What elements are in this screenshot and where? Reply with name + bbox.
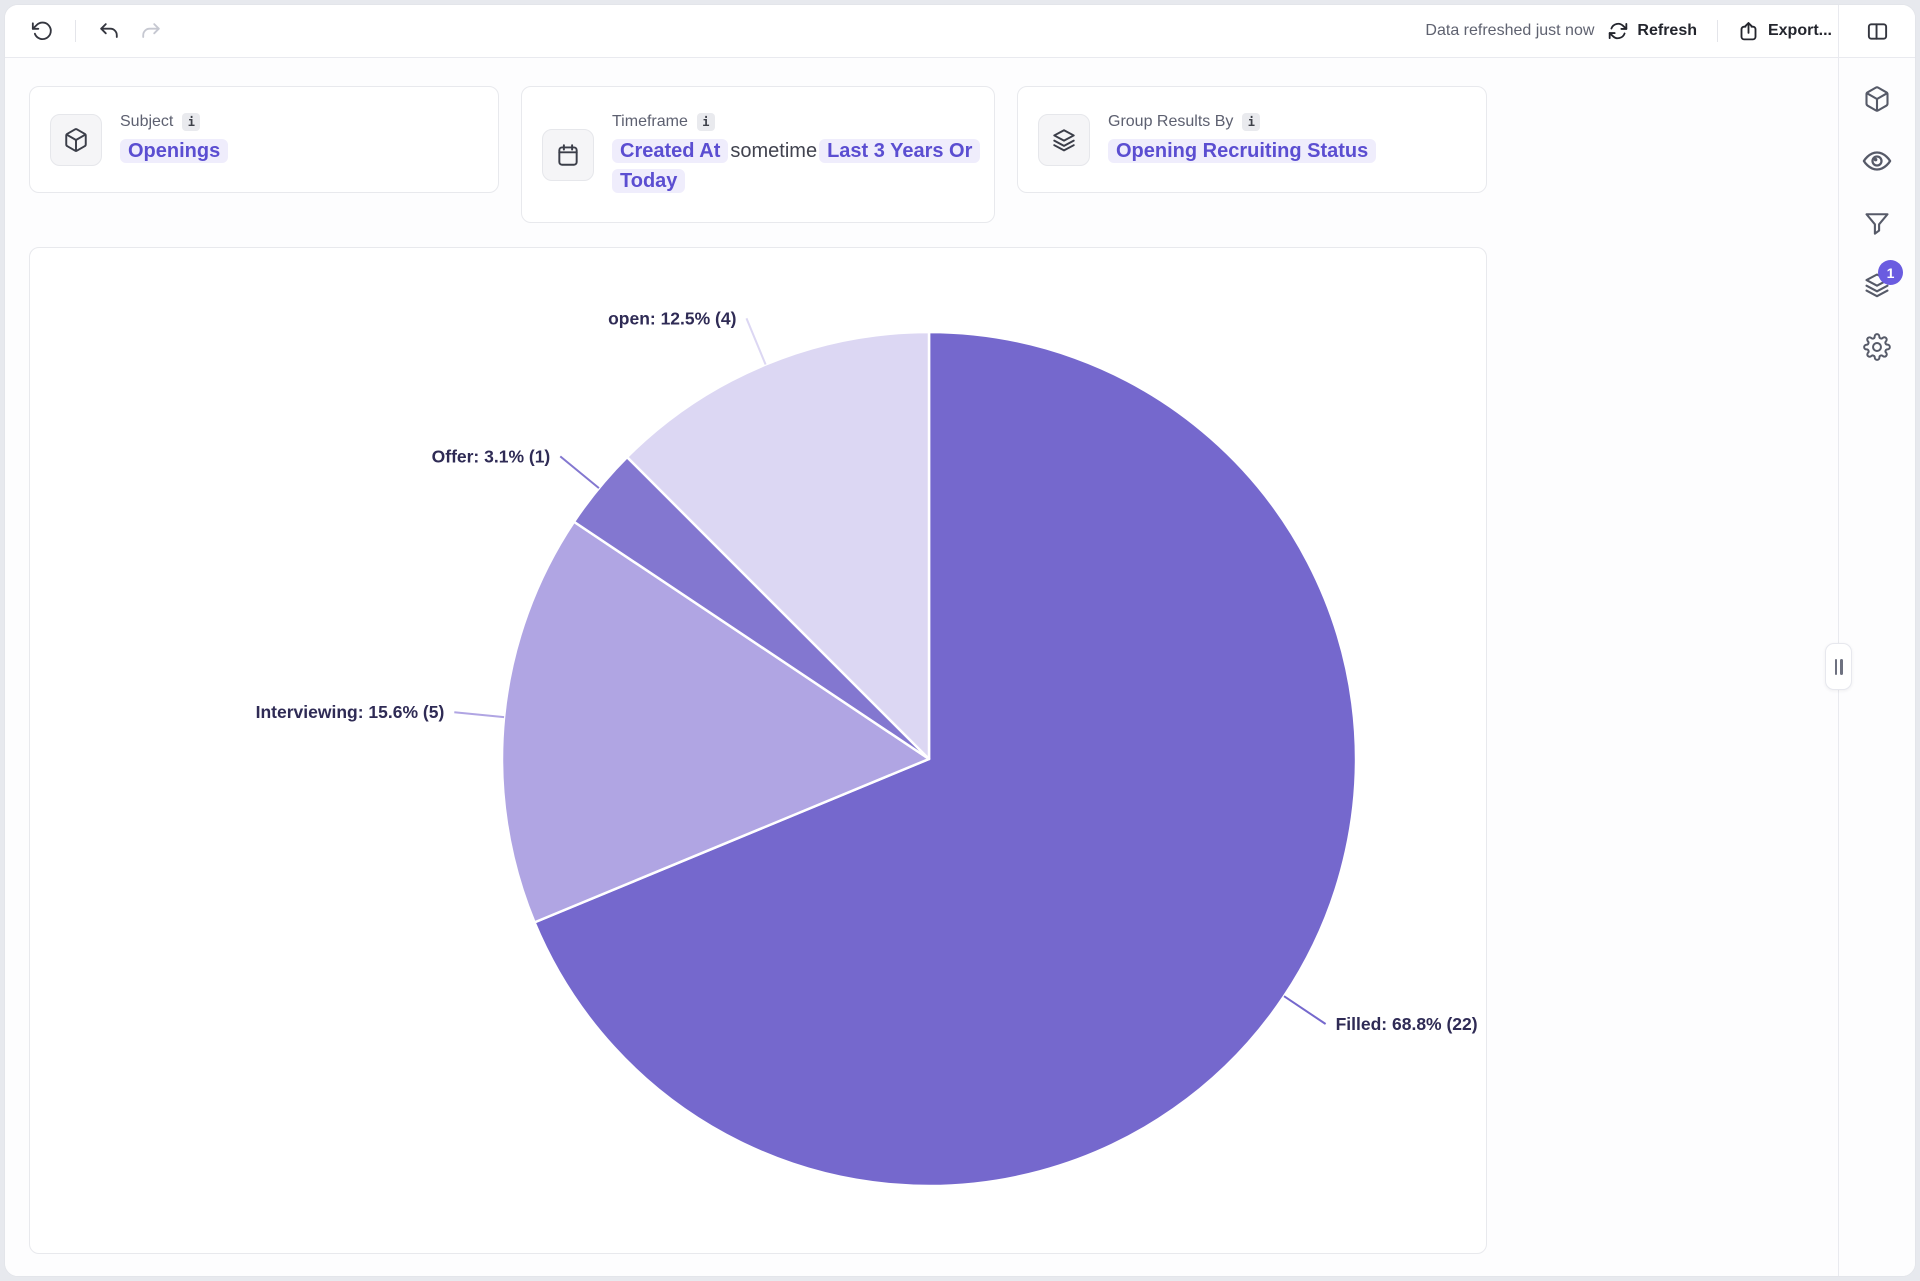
toolbar-divider xyxy=(75,20,76,42)
pie-label-connector xyxy=(559,455,600,489)
timeframe-connector: sometime xyxy=(730,140,818,162)
group-by-card[interactable]: Group Results By i Opening Recruiting St… xyxy=(1017,86,1487,193)
pie-label-interviewing: Interviewing: 15.6% (5) xyxy=(256,702,445,722)
subject-value[interactable]: Openings xyxy=(120,136,229,166)
pie-label-connector xyxy=(1283,995,1327,1025)
group-by-label: Group Results By xyxy=(1108,113,1234,130)
content-area: Subject i Openings Ti xyxy=(5,58,1838,1276)
gear-icon xyxy=(1863,333,1891,361)
pie-slice-interviewing[interactable] xyxy=(500,520,931,924)
layers-icon xyxy=(1038,113,1090,166)
cube-icon xyxy=(1865,86,1889,112)
calendar-icon xyxy=(542,128,594,181)
timeframe-card-body: Timeframe i Created At sometime Last 3 Yea… xyxy=(612,113,981,196)
pie-label-filled: Filled: 68.8% (22) xyxy=(1336,1014,1478,1034)
pie-label-connector xyxy=(745,317,767,365)
cube-icon xyxy=(50,113,102,166)
refresh-icon xyxy=(1608,21,1628,41)
data-refreshed-status: Data refreshed just now xyxy=(1425,22,1595,39)
toolbar-actions-group: Data refreshed just now Refresh Export..… xyxy=(1425,20,1832,42)
rail-settings-button[interactable] xyxy=(1862,332,1892,362)
refresh-label: Refresh xyxy=(1637,22,1697,39)
rail-preview-button[interactable] xyxy=(1862,146,1892,176)
main-row: Subject i Openings Ti xyxy=(5,58,1915,1276)
group-by-value[interactable]: Opening Recruiting Status xyxy=(1108,136,1377,166)
funnel-icon xyxy=(1865,213,1889,235)
info-icon[interactable]: i xyxy=(1242,113,1261,131)
pie-chart-card: Filled: 68.8% (22) Interviewing: 15.6% (5… xyxy=(29,247,1487,1254)
rail-groupings-button[interactable]: 1 xyxy=(1862,260,1903,300)
panel-toggle-icon[interactable] xyxy=(1862,16,1892,46)
panel-resize-handle[interactable] xyxy=(1825,643,1852,690)
timeframe-label: Timeframe xyxy=(612,113,688,130)
refresh-button[interactable]: Refresh xyxy=(1608,21,1697,41)
toolbar: Data refreshed just now Refresh Export..… xyxy=(5,5,1915,58)
restore-icon[interactable] xyxy=(27,16,57,46)
pie-label-connector xyxy=(454,711,505,719)
pie-chart[interactable]: Filled: 68.8% (22) Interviewing: 15.6% (5… xyxy=(30,248,1486,1253)
pie-label-open: open: 12.5% (4) xyxy=(608,308,736,328)
right-rail: 1 xyxy=(1825,58,1915,1276)
eye-icon xyxy=(1862,151,1892,171)
rail-filters-button[interactable] xyxy=(1862,208,1892,238)
info-icon[interactable]: i xyxy=(696,113,715,131)
timeframe-card[interactable]: Timeframe i Created At sometime Last 3 Yea… xyxy=(521,86,995,223)
export-label: Export... xyxy=(1767,22,1832,39)
group-by-card-body: Group Results By i Opening Recruiting St… xyxy=(1108,113,1377,166)
app-window: Data refreshed just now Refresh Export..… xyxy=(4,4,1916,1277)
timeframe-value: Created At sometime Last 3 Years Or Today xyxy=(612,136,981,196)
subject-card-body: Subject i Openings xyxy=(120,113,229,166)
toolbar-history-group xyxy=(5,16,166,46)
pie-label-offer: Offer: 3.1% (1) xyxy=(432,446,551,466)
pie-slice-filled[interactable] xyxy=(533,330,1358,1188)
groupings-count-badge: 1 xyxy=(1878,260,1903,285)
toolbar-divider xyxy=(1716,20,1718,42)
export-icon xyxy=(1738,21,1759,42)
redo-icon[interactable] xyxy=(136,16,166,46)
subject-label: Subject xyxy=(120,113,174,130)
panel-toggle-cell xyxy=(1838,5,1915,57)
subject-card[interactable]: Subject i Openings xyxy=(29,86,499,193)
info-icon[interactable]: i xyxy=(182,113,201,131)
undo-icon[interactable] xyxy=(94,16,124,46)
export-button[interactable]: Export... xyxy=(1738,21,1832,42)
rail-subject-button[interactable] xyxy=(1862,84,1892,114)
query-cards-row: Subject i Openings Ti xyxy=(29,86,1814,223)
timeframe-field[interactable]: Created At xyxy=(612,139,729,163)
